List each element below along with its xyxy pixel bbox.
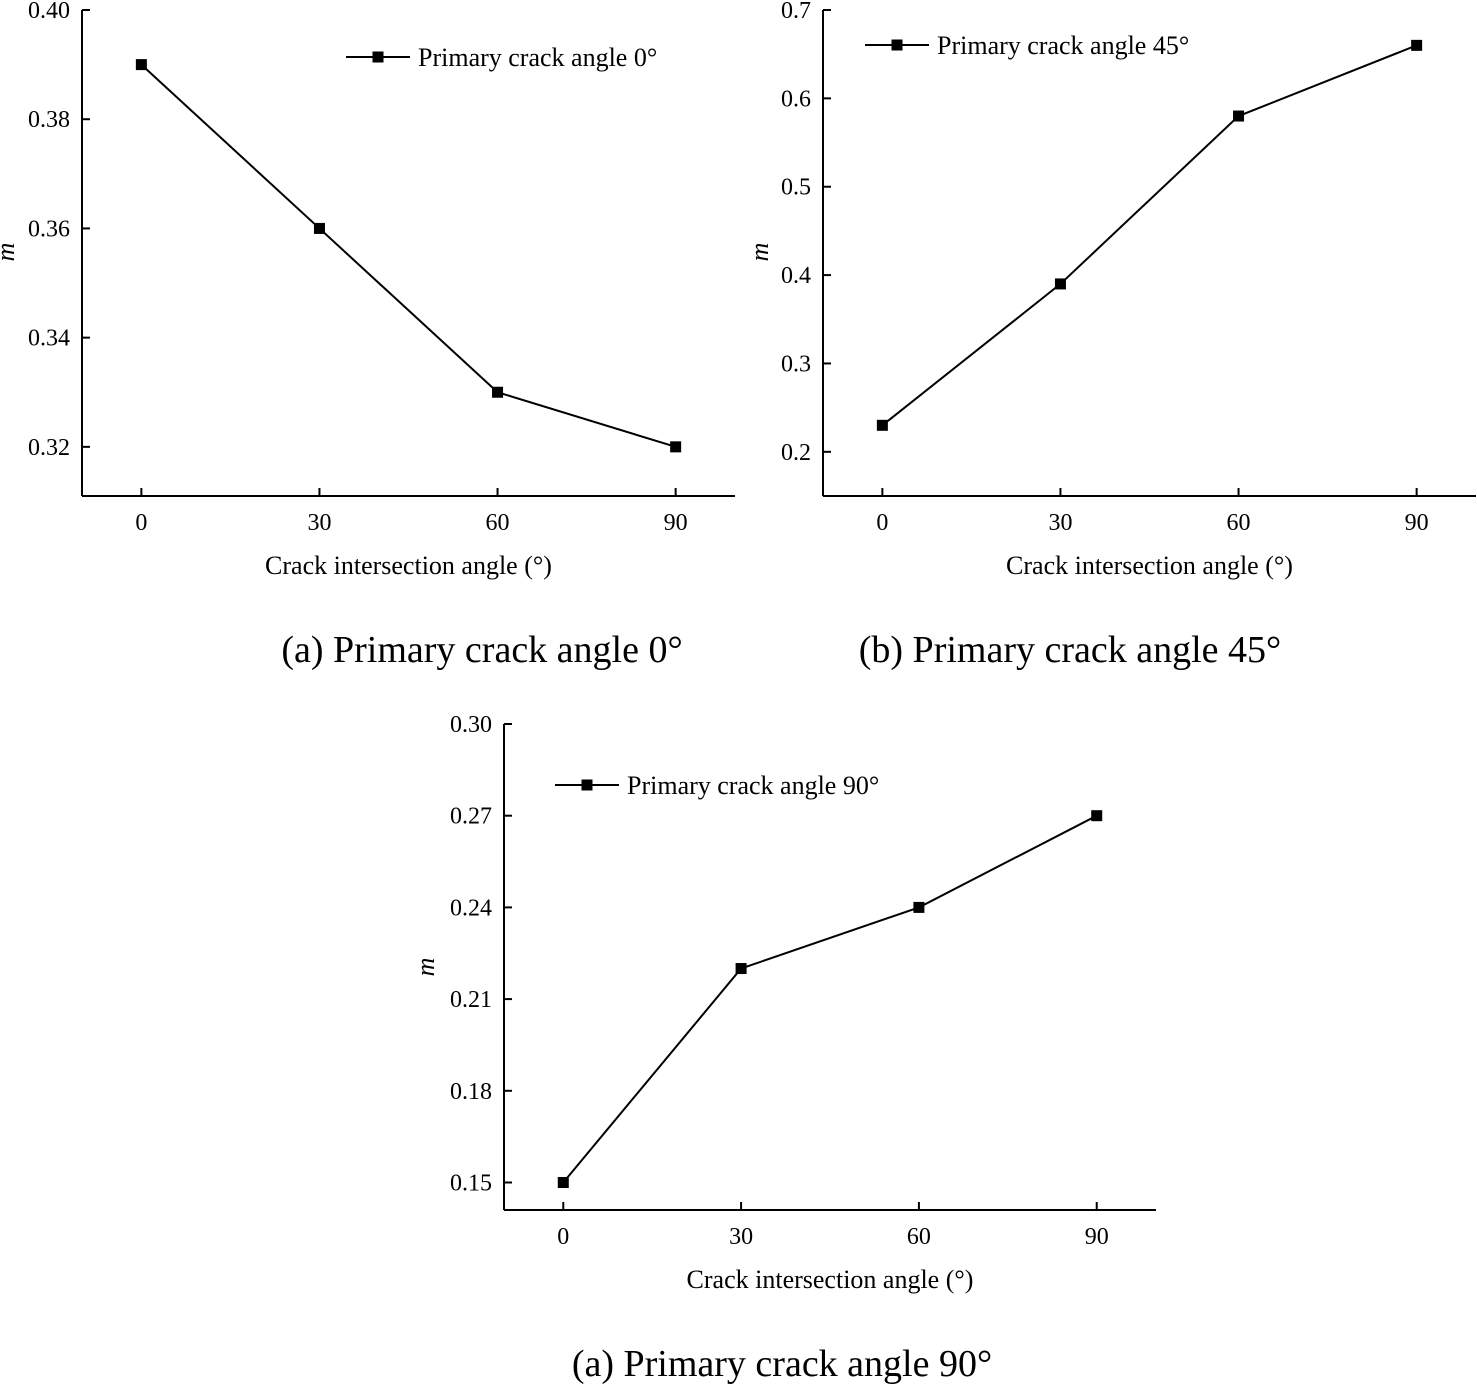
data-point-marker	[1091, 810, 1103, 822]
y-tick-label: 0.36	[28, 216, 70, 242]
y-axis-title: m	[745, 243, 774, 262]
legend-label: Primary crack angle 90°	[627, 771, 879, 800]
chart-panel-2: 0.2 0.3 0.4 0.5 0.6 0.7 0 30 60 90 Crack intersect…	[745, 0, 1476, 671]
x-tick-label: 90	[1085, 1224, 1109, 1250]
legend: Primary crack angle 0°	[346, 43, 657, 72]
y-tick-label: 0.15	[450, 1170, 492, 1196]
data-point-marker	[1054, 278, 1066, 290]
chart-panel-1: 0.32 0.34 0.36 0.38 0.40 0 30 60 90 Crack interse…	[0, 0, 735, 671]
y-tick-label: 0.18	[450, 1079, 492, 1105]
legend-label: Primary crack angle 0°	[418, 43, 657, 72]
data-point-marker	[313, 222, 325, 234]
y-tick-label: 0.32	[28, 435, 70, 461]
data-point-marker	[670, 441, 682, 453]
data-point-marker	[492, 386, 504, 398]
data-point-marker	[1233, 110, 1245, 122]
series-line	[881, 44, 1418, 427]
x-tick-label: 0	[135, 510, 147, 536]
x-axis-title: Crack intersection angle (°)	[687, 1265, 974, 1294]
y-tick-label: 0.24	[450, 895, 492, 921]
data-point-marker	[557, 1176, 569, 1188]
y-tick-label: 0.2	[781, 440, 811, 466]
legend: Primary crack angle 90°	[555, 771, 879, 800]
legend-marker	[891, 39, 903, 51]
y-axis-title: m	[411, 958, 440, 977]
x-tick-label: 90	[1405, 510, 1429, 536]
y-tick-label: 0.4	[781, 263, 811, 289]
y-tick-label: 0.34	[28, 326, 70, 352]
y-tick-label: 0.5	[781, 175, 811, 201]
y-tick-label: 0.21	[450, 987, 492, 1013]
y-tick-label: 0.6	[781, 86, 811, 112]
y-tick-label: 0.38	[28, 107, 70, 133]
x-tick-label: 60	[1227, 510, 1251, 536]
x-tick-label: 0	[557, 1224, 569, 1250]
x-tick-label: 30	[729, 1224, 753, 1250]
data-point-marker	[1411, 39, 1423, 51]
y-tick-label: 0.30	[450, 712, 492, 738]
x-tick-label: 30	[307, 510, 331, 536]
x-tick-label: 30	[1048, 510, 1072, 536]
y-tick-label: 0.7	[781, 0, 811, 24]
x-tick-label: 90	[664, 510, 688, 536]
legend-marker	[372, 51, 384, 63]
series-line	[562, 814, 1098, 1184]
data-point-marker	[913, 901, 925, 913]
x-axis-title: Crack intersection angle (°)	[265, 551, 552, 580]
legend-label: Primary crack angle 45°	[937, 31, 1189, 60]
x-tick-label: 60	[486, 510, 510, 536]
x-tick-label: 60	[907, 1224, 931, 1250]
x-tick-label: 0	[876, 510, 888, 536]
y-tick-label: 0.27	[450, 804, 492, 830]
chart-caption: (b) Primary crack angle 45°	[859, 629, 1281, 671]
chart-panel-3: 0.15 0.18 0.21 0.24 0.27 0.30 0 30 60 90 Crack int…	[411, 712, 1156, 1384]
legend-marker	[581, 779, 593, 791]
y-axis-title: m	[0, 243, 20, 262]
chart-caption: (a) Primary crack angle 0°	[281, 629, 682, 671]
data-point-marker	[735, 963, 747, 975]
y-tick-label: 0.3	[781, 351, 811, 377]
data-point-marker	[135, 59, 147, 71]
legend: Primary crack angle 45°	[865, 31, 1189, 60]
y-tick-label: 0.40	[28, 0, 70, 24]
data-point-marker	[876, 419, 888, 431]
chart-caption: (a) Primary crack angle 90°	[572, 1343, 992, 1384]
x-axis-title: Crack intersection angle (°)	[1006, 551, 1293, 580]
series-line	[140, 63, 676, 448]
